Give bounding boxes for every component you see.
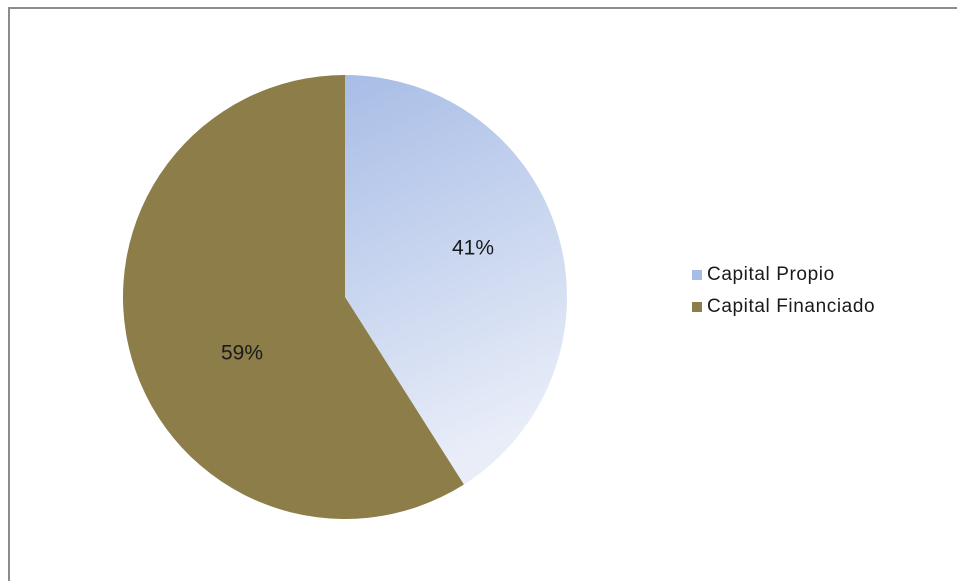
data-label-capital-propio: 41%: [452, 237, 494, 260]
legend-label-capital-financiado: Capital Financiado: [707, 296, 876, 317]
legend-swatch-capital-propio: [692, 270, 702, 280]
legend-swatch-capital-financiado: [692, 302, 702, 312]
legend-label-capital-propio: Capital Propio: [707, 264, 835, 285]
legend-item-capital-propio: Capital Propio: [692, 262, 875, 288]
legend: Capital Propio Capital Financiado: [692, 262, 875, 326]
legend-item-capital-financiado: Capital Financiado: [692, 294, 875, 320]
pie-slice-capital-propio: [345, 75, 568, 485]
pie-slice-capital-financiado: [123, 75, 464, 519]
data-label-capital-financiado: 59%: [221, 342, 263, 365]
